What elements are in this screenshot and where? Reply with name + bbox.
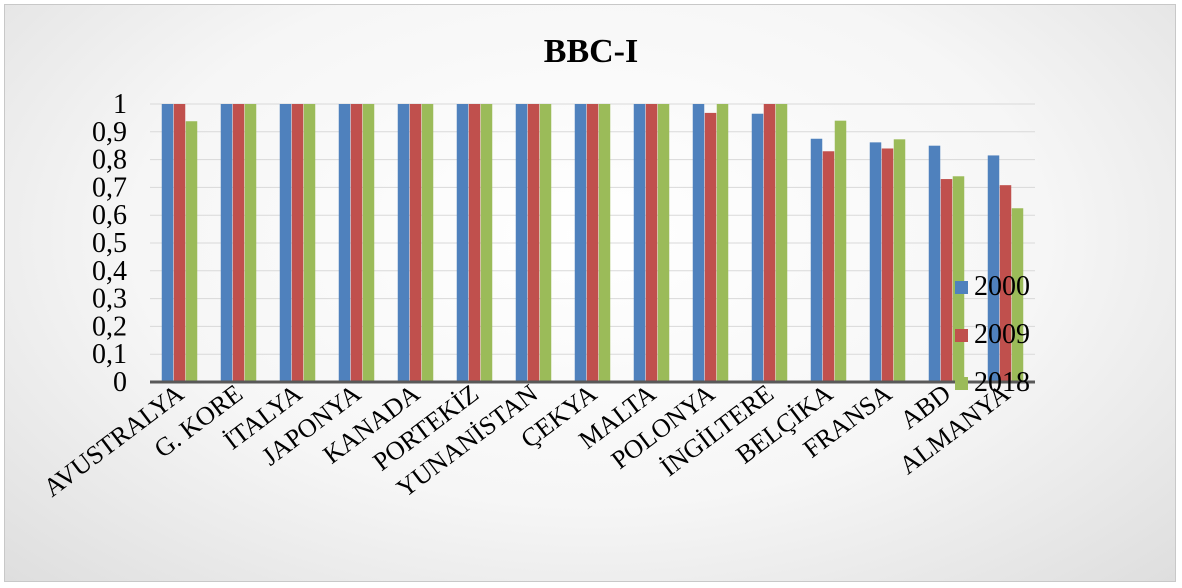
bar-2000-8 <box>633 104 646 382</box>
bar-2018-3 <box>362 104 375 382</box>
bar-2018-7 <box>598 104 611 382</box>
bar-2009-9 <box>704 112 717 383</box>
legend-swatch <box>955 280 968 294</box>
bar-2009-6 <box>527 104 540 382</box>
y-tick-labels: 00,10,20,30,40,50,60,70,80,91 <box>92 89 127 398</box>
bar-2018-8 <box>657 104 670 382</box>
bar-2018-9 <box>716 104 729 382</box>
y-tick-label: 0,8 <box>92 145 127 176</box>
bar-2000-3 <box>338 104 351 382</box>
bar-2018-1 <box>244 104 257 382</box>
bar-2009-1 <box>232 104 245 382</box>
bar-2018-14 <box>1011 208 1024 382</box>
y-tick-label: 0 <box>113 367 127 398</box>
bar-chart: 00,10,20,30,40,50,60,70,80,91 AVUSTRALYA… <box>38 89 1035 503</box>
bar-2000-14 <box>987 155 1000 382</box>
legend-item: 2000 <box>955 263 1115 311</box>
bar-2009-12 <box>881 148 894 382</box>
bar-2000-0 <box>161 104 174 382</box>
chart-frame: BBC-I 0 0,1 0,2 0,3 0,4 0,5 0,6 0,7 0,8 0,9 1 AVUS… <box>4 4 1176 582</box>
bar-2009-11 <box>822 151 835 382</box>
bar-2000-9 <box>692 104 705 382</box>
bar-2018-5 <box>480 104 493 382</box>
y-tick-label: 0,9 <box>92 117 127 148</box>
y-tick-label: 1 <box>113 89 127 120</box>
legend-label: 2018 <box>974 367 1030 398</box>
y-tick-label: 0,4 <box>92 256 127 287</box>
bar-2009-13 <box>940 179 953 382</box>
y-tick-label: 0,5 <box>92 228 127 259</box>
legend: 2000 2009 2018 <box>955 263 1115 407</box>
bar-2000-13 <box>928 145 941 382</box>
bar-2018-12 <box>893 139 906 382</box>
bar-2018-2 <box>303 104 316 382</box>
bar-2009-5 <box>468 104 481 382</box>
bar-2009-2 <box>291 104 304 382</box>
bar-2009-0 <box>173 104 186 382</box>
bar-2009-14 <box>999 185 1012 382</box>
y-tick-label: 0,1 <box>92 339 127 370</box>
bar-2009-7 <box>586 104 599 382</box>
chart-title: BBC-I <box>543 33 639 70</box>
bar-2009-3 <box>350 104 363 382</box>
y-tick-label: 0,3 <box>92 284 127 315</box>
y-tick-label: 0,2 <box>92 311 127 342</box>
legend-item: 2018 <box>955 359 1115 407</box>
bar-2000-12 <box>869 142 882 382</box>
bars <box>161 104 1024 383</box>
legend-item: 2009 <box>955 311 1115 359</box>
bar-2018-10 <box>775 104 788 382</box>
legend-label: 2000 <box>974 271 1030 302</box>
legend-label: 2009 <box>974 319 1030 350</box>
bar-2018-0 <box>185 121 198 383</box>
bar-2018-4 <box>421 104 434 382</box>
bar-2009-8 <box>645 104 658 382</box>
bar-2000-2 <box>279 104 292 382</box>
bar-2000-7 <box>574 104 587 382</box>
bar-2000-10 <box>751 113 764 382</box>
bar-2018-13 <box>952 176 965 382</box>
legend-swatch <box>955 376 968 390</box>
bar-2009-4 <box>409 104 422 382</box>
bar-2000-4 <box>397 104 410 382</box>
legend-swatch <box>955 328 968 342</box>
y-tick-label: 0,7 <box>92 172 127 203</box>
bar-2000-6 <box>515 104 528 382</box>
bar-2018-6 <box>539 104 552 382</box>
bar-2000-5 <box>456 104 469 382</box>
bar-2009-10 <box>763 104 776 382</box>
y-tick-label: 0,6 <box>92 200 127 231</box>
bar-2000-11 <box>810 138 823 382</box>
bar-2018-11 <box>834 120 847 383</box>
bar-2000-1 <box>220 104 233 382</box>
